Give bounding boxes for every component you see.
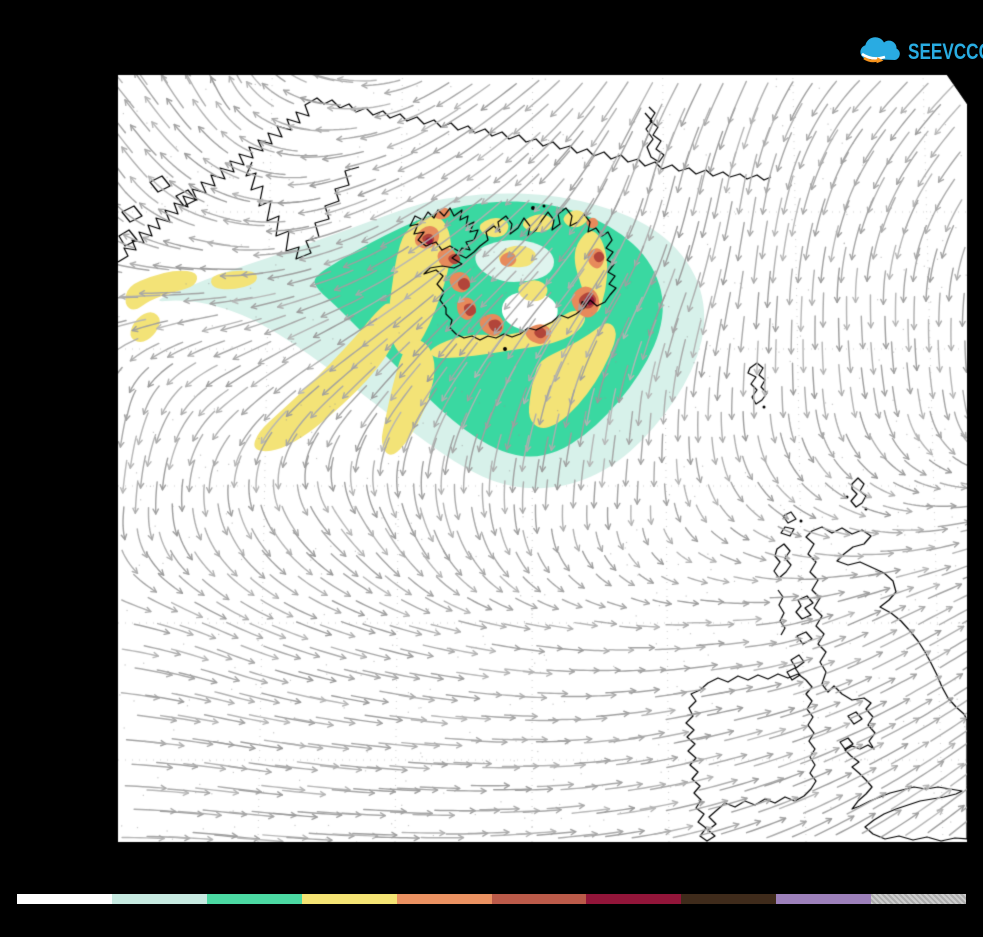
logo-text: SEEVCCC xyxy=(908,38,983,64)
colorbar-segment xyxy=(206,894,302,904)
colorbar-segment xyxy=(17,894,112,904)
colorbar-segment xyxy=(871,894,967,904)
cloud-logo-icon xyxy=(860,37,900,64)
colorbar-segment xyxy=(491,894,587,904)
colorbar-segment xyxy=(776,894,872,904)
colorbar-segment xyxy=(111,894,207,904)
colorbar-segment xyxy=(586,894,682,904)
concentration-colorbar xyxy=(17,894,967,904)
colorbar-segment xyxy=(681,894,777,904)
colorbar-segment xyxy=(301,894,397,904)
seevccc-logo: SEEVCCC xyxy=(857,36,983,67)
colorbar-segment xyxy=(396,894,492,904)
